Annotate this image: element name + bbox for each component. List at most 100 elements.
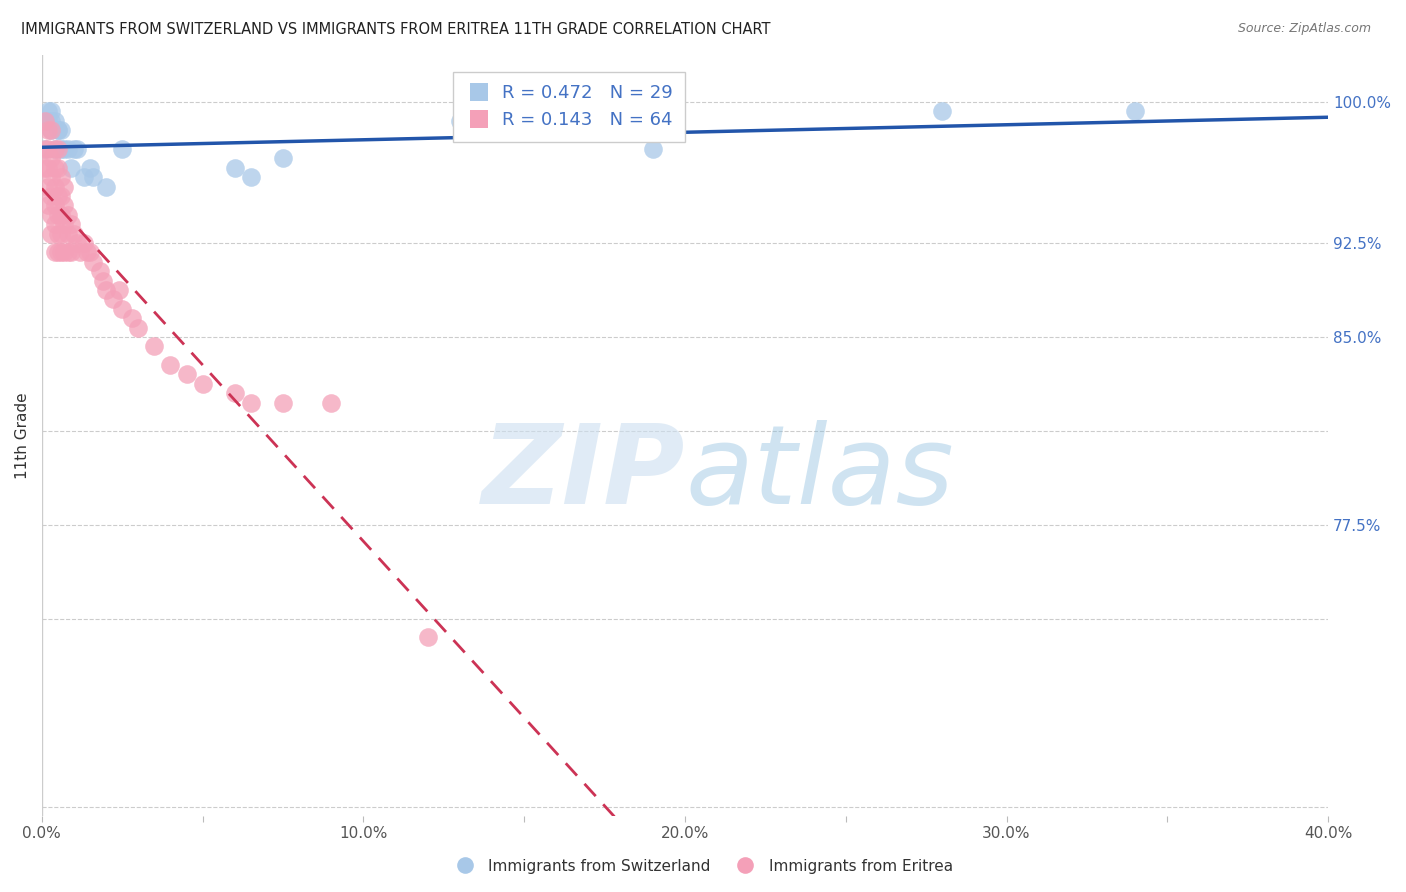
- Point: [41, 189, 63, 203]
- Point: [41, 104, 63, 119]
- Point: [41, 123, 63, 137]
- Point: [53, 179, 76, 194]
- Point: [449, 114, 471, 128]
- Point: [46, 161, 69, 175]
- Point: [41, 123, 63, 137]
- Point: [82, 170, 104, 185]
- Point: [66, 142, 89, 156]
- Point: [46, 123, 69, 137]
- Point: [224, 161, 246, 175]
- Point: [34, 114, 56, 128]
- Legend: R = 0.472   N = 29, R = 0.143   N = 64: R = 0.472 N = 29, R = 0.143 N = 64: [453, 71, 685, 142]
- Point: [56, 245, 79, 260]
- Point: [416, 631, 439, 645]
- Point: [224, 386, 246, 401]
- Point: [41, 152, 63, 166]
- Point: [94, 283, 117, 297]
- Point: [49, 170, 72, 185]
- Point: [239, 395, 262, 409]
- Point: [239, 170, 262, 185]
- Text: ZIP: ZIP: [481, 420, 685, 527]
- Point: [82, 254, 104, 268]
- Point: [46, 245, 69, 260]
- Point: [121, 311, 143, 326]
- Point: [53, 217, 76, 231]
- Point: [44, 245, 66, 260]
- Point: [79, 161, 101, 175]
- Point: [321, 395, 343, 409]
- Point: [56, 227, 79, 241]
- Point: [63, 227, 86, 241]
- Point: [37, 179, 59, 194]
- Point: [49, 227, 72, 241]
- Point: [49, 189, 72, 203]
- Y-axis label: 11th Grade: 11th Grade: [15, 392, 30, 479]
- Point: [46, 142, 69, 156]
- Point: [59, 245, 82, 260]
- Point: [101, 293, 124, 307]
- Point: [37, 198, 59, 212]
- Point: [191, 376, 214, 391]
- Point: [44, 142, 66, 156]
- Point: [79, 245, 101, 260]
- Point: [41, 208, 63, 222]
- Point: [44, 161, 66, 175]
- Point: [44, 142, 66, 156]
- Point: [271, 152, 294, 166]
- Point: [931, 104, 953, 119]
- Point: [37, 142, 59, 156]
- Point: [111, 301, 134, 316]
- Point: [56, 142, 79, 156]
- Point: [53, 198, 76, 212]
- Point: [49, 245, 72, 260]
- Point: [41, 227, 63, 241]
- Legend: Immigrants from Switzerland, Immigrants from Eritrea: Immigrants from Switzerland, Immigrants …: [447, 853, 959, 880]
- Text: IMMIGRANTS FROM SWITZERLAND VS IMMIGRANTS FROM ERITREA 11TH GRADE CORRELATION CH: IMMIGRANTS FROM SWITZERLAND VS IMMIGRANT…: [21, 22, 770, 37]
- Point: [34, 142, 56, 156]
- Point: [94, 179, 117, 194]
- Point: [59, 161, 82, 175]
- Point: [46, 189, 69, 203]
- Point: [72, 235, 94, 250]
- Point: [46, 227, 69, 241]
- Point: [91, 274, 114, 288]
- Point: [53, 245, 76, 260]
- Point: [37, 104, 59, 119]
- Point: [37, 114, 59, 128]
- Point: [63, 142, 86, 156]
- Point: [44, 217, 66, 231]
- Point: [69, 245, 91, 260]
- Point: [46, 208, 69, 222]
- Point: [72, 170, 94, 185]
- Point: [143, 339, 166, 353]
- Point: [44, 179, 66, 194]
- Point: [66, 235, 89, 250]
- Point: [159, 358, 181, 372]
- Point: [37, 123, 59, 137]
- Point: [53, 142, 76, 156]
- Text: atlas: atlas: [685, 420, 953, 527]
- Point: [41, 114, 63, 128]
- Point: [34, 142, 56, 156]
- Point: [49, 123, 72, 137]
- Point: [111, 142, 134, 156]
- Point: [49, 208, 72, 222]
- Point: [46, 123, 69, 137]
- Text: Source: ZipAtlas.com: Source: ZipAtlas.com: [1237, 22, 1371, 36]
- Point: [176, 368, 198, 382]
- Point: [108, 283, 131, 297]
- Point: [127, 320, 149, 334]
- Point: [44, 114, 66, 128]
- Point: [56, 208, 79, 222]
- Point: [76, 245, 98, 260]
- Point: [41, 170, 63, 185]
- Point: [37, 161, 59, 175]
- Point: [44, 198, 66, 212]
- Point: [1123, 104, 1146, 119]
- Point: [89, 264, 111, 278]
- Point: [59, 217, 82, 231]
- Point: [49, 142, 72, 156]
- Point: [271, 395, 294, 409]
- Point: [641, 142, 664, 156]
- Point: [34, 161, 56, 175]
